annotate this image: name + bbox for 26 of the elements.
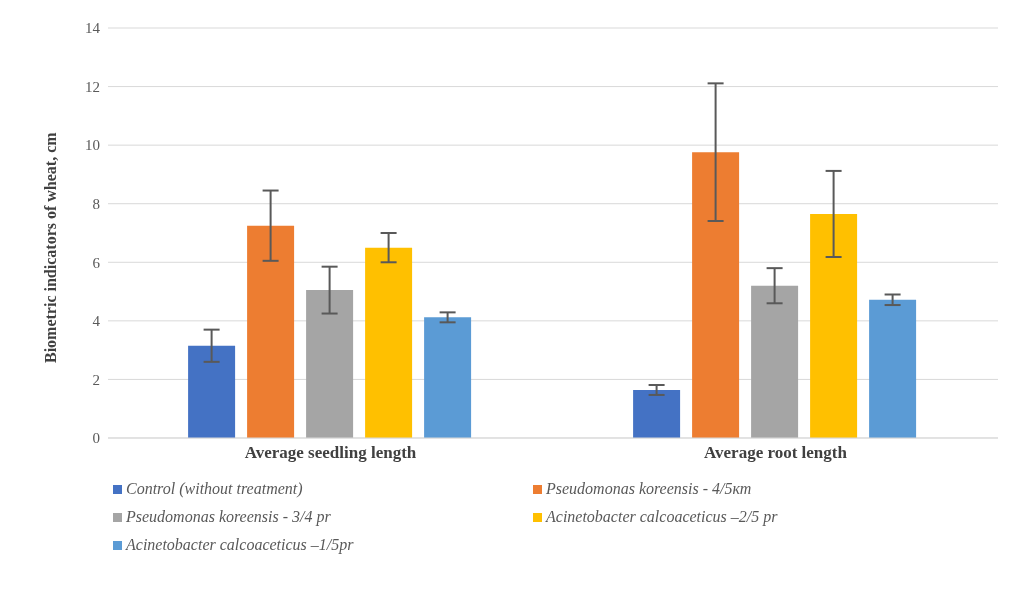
bar [633, 389, 681, 438]
bar [247, 225, 295, 438]
y-tick-label: 14 [85, 20, 101, 37]
y-tick-label: 2 [92, 371, 100, 388]
legend-label: Acinetobacter calcoaceticus –2/5 pr [546, 508, 778, 526]
y-tick-label: 0 [92, 430, 100, 447]
bar [424, 317, 472, 438]
legend-label: Pseudomonas koreensis - 3/4 pr [126, 508, 331, 526]
bar [810, 213, 858, 438]
legend-label: Acinetobacter calcoaceticus –1/5pr [126, 536, 354, 554]
legend-label: Control (without treatment) [126, 480, 303, 498]
bar [869, 299, 917, 438]
bar [751, 285, 799, 438]
bar [306, 290, 354, 438]
legend-label: Pseudomonas koreensis - 4/5кт [546, 480, 752, 498]
y-tick-label: 8 [92, 196, 100, 213]
y-tick-label: 4 [92, 313, 101, 330]
x-tick-label: Average root length [704, 443, 848, 463]
bar [188, 345, 236, 438]
bar [365, 247, 413, 438]
bar [692, 152, 740, 438]
y-tick-label: 6 [92, 254, 101, 271]
y-tick-label: 10 [85, 137, 100, 154]
x-tick-label: Average seedling length [244, 443, 417, 463]
y-tick-label: 12 [85, 78, 100, 95]
y-axis-title: Biometric indicators of wheat, cm [41, 131, 59, 363]
